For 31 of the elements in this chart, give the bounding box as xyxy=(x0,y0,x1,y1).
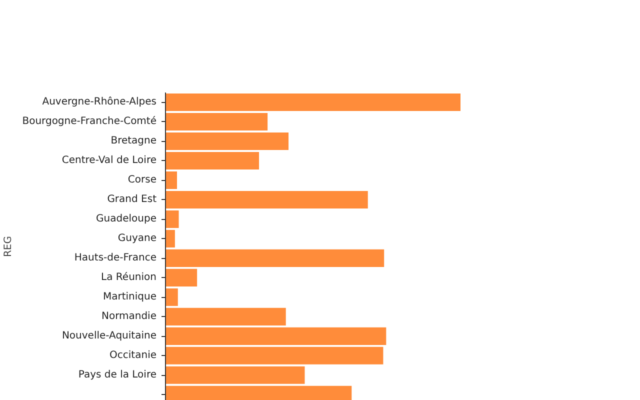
bar xyxy=(166,132,289,150)
bar xyxy=(166,327,386,345)
y-tick-label: Pays de la Loire xyxy=(78,370,157,381)
y-tick-label: Martinique xyxy=(102,292,157,303)
y-tick-label: Bretagne xyxy=(110,136,157,147)
bar xyxy=(166,288,178,306)
y-tick-label: Occitanie xyxy=(110,350,157,362)
y-tick-label: Hauts-de-France xyxy=(74,252,157,264)
y-tick-label: Centre-Val de Loire xyxy=(62,155,156,166)
bar xyxy=(166,268,198,286)
bar xyxy=(166,152,260,170)
y-tick-label: Bourgogne-Franche-Comté xyxy=(22,116,157,128)
y-axis-title: REG xyxy=(3,236,14,258)
y-tick-label: Guadeloupe xyxy=(96,214,157,225)
bar xyxy=(166,230,175,248)
bar xyxy=(166,366,305,384)
y-tick-label: Corse xyxy=(128,174,157,186)
y-tick-label: Guyane xyxy=(118,233,156,244)
y-tick-label: La Réunion xyxy=(101,272,157,284)
bar xyxy=(166,93,460,112)
bar xyxy=(166,171,178,189)
bar xyxy=(166,346,384,364)
y-tick-label: Auvergne-Rhône-Alpes xyxy=(42,96,157,108)
y-tick-label: Normandie xyxy=(101,311,157,322)
y-tick-label: Nouvelle-Aquitaine xyxy=(62,330,157,342)
bar xyxy=(166,190,368,208)
y-tick-label: Grand Est xyxy=(107,194,157,206)
bar xyxy=(166,308,286,326)
bar xyxy=(166,112,268,131)
bar xyxy=(166,249,384,267)
bar xyxy=(166,210,179,228)
